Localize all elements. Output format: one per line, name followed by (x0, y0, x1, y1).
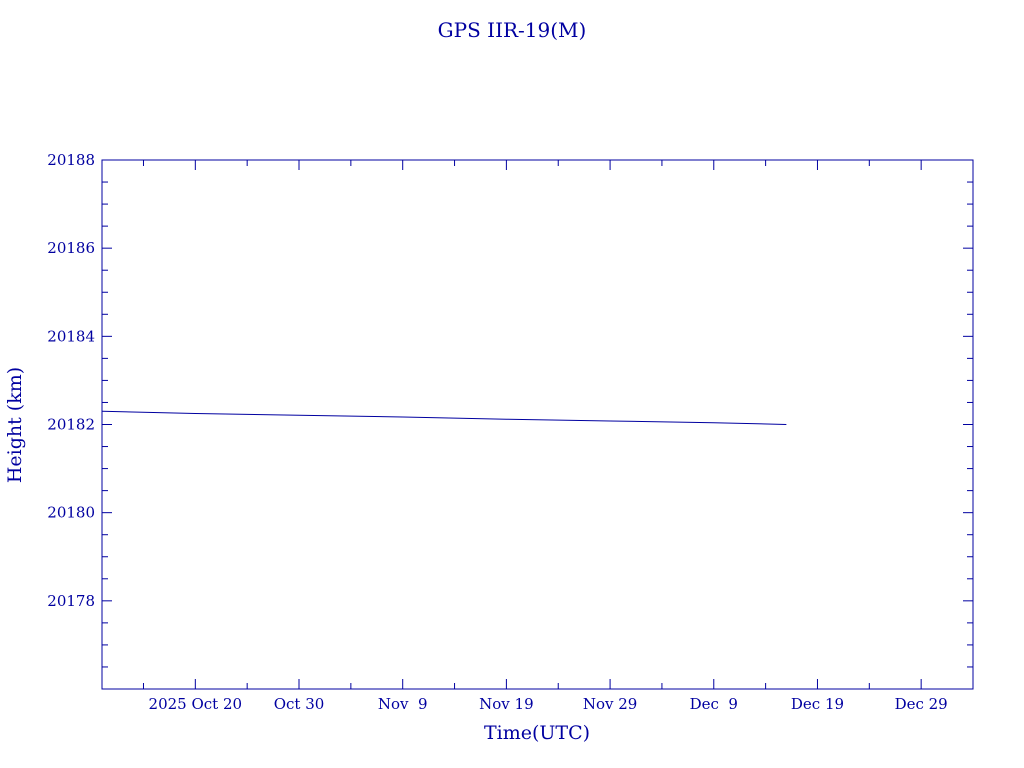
y-axis-label: Height (km) (4, 367, 26, 483)
x-tick-label: Dec 9 (690, 695, 738, 713)
x-tick-label: Nov 29 (583, 695, 638, 713)
y-tick-label: 20182 (47, 416, 95, 434)
x-tick-label: Oct 30 (274, 695, 325, 713)
y-tick-label: 20184 (47, 327, 95, 345)
y-tick-label: 20178 (47, 592, 95, 610)
plot-frame (101, 159, 974, 690)
y-tick-label: 20188 (47, 151, 95, 169)
x-tick-label: Dec 29 (895, 695, 948, 713)
axis-ticks: 20178 20180 20182 20184 20186 20188 2025 Oct 2… (47, 151, 974, 713)
x-tick-label: Nov 9 (378, 695, 428, 713)
x-tick-label: Nov 19 (479, 695, 534, 713)
height-series-line (101, 410, 787, 425)
y-tick-label: 20186 (47, 239, 95, 257)
x-tick-label: Dec 19 (791, 695, 844, 713)
x-axis-label: Time(UTC) (484, 722, 590, 744)
chart-title: GPS IIR-19(M) (438, 18, 587, 42)
x-tick-label: 2025 Oct 20 (149, 695, 243, 713)
y-tick-label: 20180 (47, 504, 95, 522)
series-layer (101, 410, 787, 425)
